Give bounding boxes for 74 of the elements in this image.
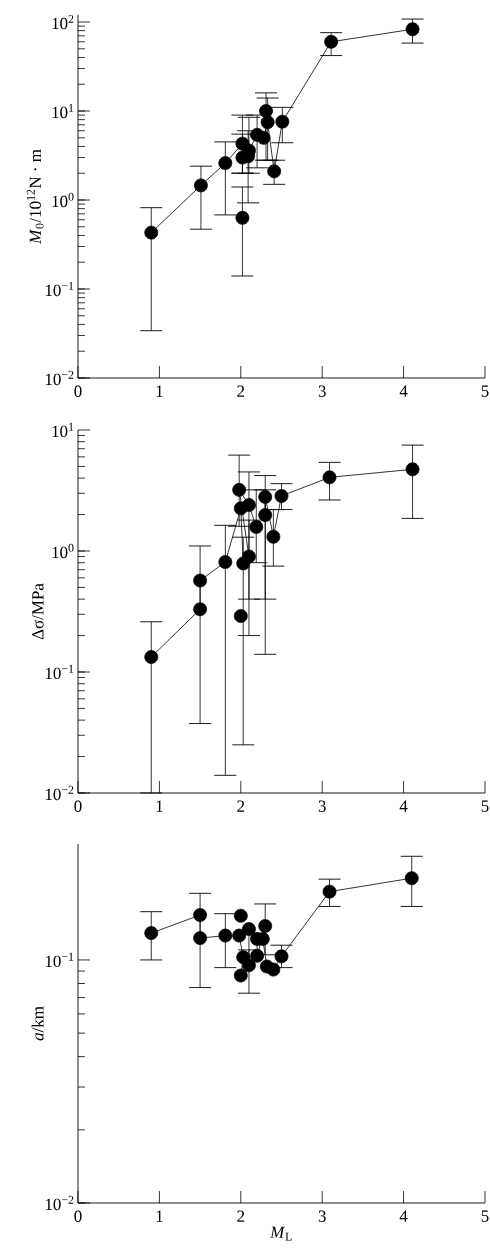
point [144,225,159,240]
x-tick-label: 1 [156,385,163,397]
point [258,489,273,504]
y-tick-label: 10$^{−2}$ [45,370,74,386]
x-tick-label: 5 [481,1210,489,1222]
point [266,962,281,977]
point [405,462,420,477]
y-axis-title: M$_{0}$/10$^{12}$N · m [26,149,44,245]
point [260,115,275,130]
point [404,871,419,886]
x-tick-label: 5 [481,385,489,397]
x-tick-label: 0 [74,385,82,397]
y-tick-label: 10$^{−1}$ [45,664,74,680]
point [324,34,339,49]
point [194,178,208,193]
point [267,164,282,179]
point [144,650,159,664]
x-tick-label: 5 [481,800,489,812]
x-tick-label: 3 [318,385,326,397]
y-axis-title: Δσ/MPa [32,583,44,640]
x-tick-label: 2 [237,800,245,812]
point [274,949,289,964]
point [256,130,271,145]
x-tick-label: 2 [237,385,245,397]
x-tick-label: 4 [399,800,408,812]
point [249,520,264,534]
x-tick-label: 3 [318,800,326,812]
x-tick-label: 4 [399,385,408,397]
point [232,482,247,497]
y-tick-label: 10$^{−2}$ [45,785,74,801]
point [242,549,256,564]
point [322,470,337,485]
y-tick-label: 10$^{0}$ [52,543,74,559]
x-axis-title: M$_{L}$ [269,1226,292,1241]
point [233,609,248,623]
point [193,931,207,945]
x-tick-label: 0 [74,800,82,812]
point [266,529,281,544]
x-tick-label: 1 [156,800,163,812]
y-tick-label: 10$^{1}$ [52,422,74,438]
y-tick-label: 10$^{1}$ [52,103,74,119]
point [242,498,256,512]
x-tick-label: 1 [156,1210,163,1222]
point [193,573,207,588]
point [258,919,273,933]
point [218,555,233,569]
point [258,508,273,522]
point [218,156,233,170]
y-axis-title: a/km [31,1006,44,1041]
x-tick-label: 2 [237,1210,245,1222]
point [233,968,248,983]
point [322,884,337,899]
point [274,489,289,503]
x-tick-label: 3 [318,1210,326,1222]
y-tick-label: 10$^{0}$ [52,192,74,208]
point [242,958,256,973]
point [259,104,273,118]
point [275,114,290,129]
point [405,22,420,37]
x-tick-label: 0 [74,1210,82,1222]
y-tick-label: 10$^{2}$ [52,14,74,30]
point [242,922,256,936]
point [144,926,159,940]
point [233,908,248,923]
point [193,602,207,617]
point [235,210,250,225]
x-tick-label: 4 [399,1210,408,1222]
point [218,928,233,943]
y-tick-label: 10$^{−1}$ [45,952,74,968]
point [232,928,247,943]
y-tick-label: 10$^{−2}$ [45,1195,74,1211]
y-tick-label: 10$^{−1}$ [45,281,74,297]
point [250,948,264,963]
point [193,908,207,922]
